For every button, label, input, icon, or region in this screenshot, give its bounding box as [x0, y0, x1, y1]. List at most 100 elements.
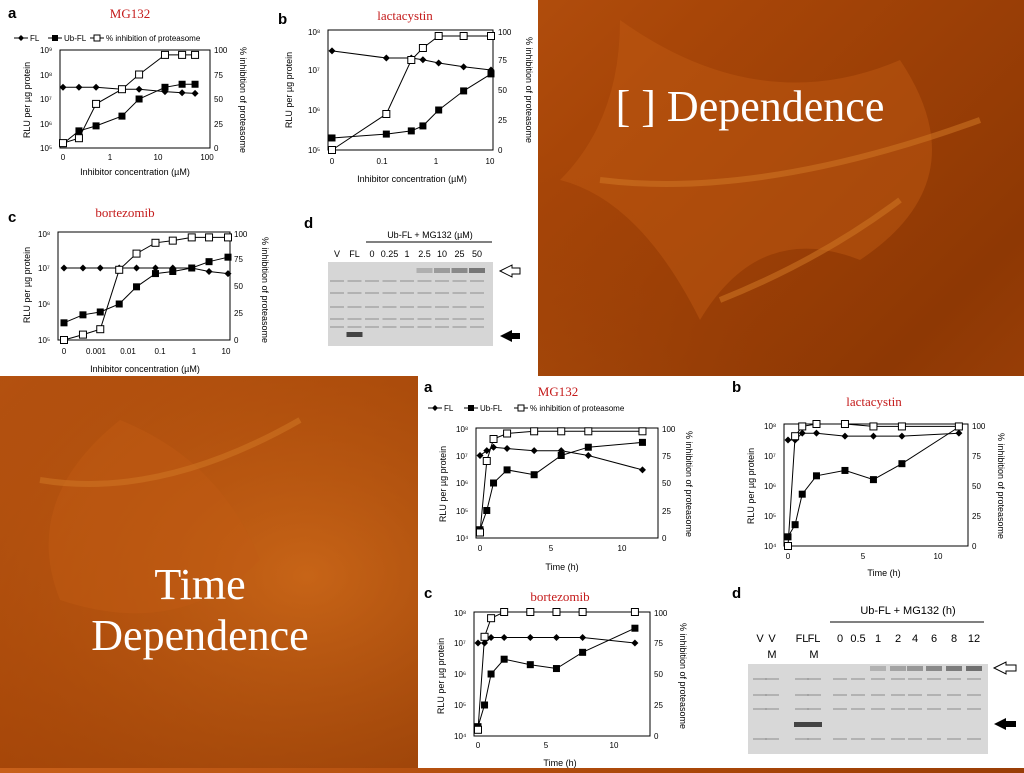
fl-point [784, 436, 792, 444]
ubfl-point [169, 267, 177, 275]
tick: 0.001 [86, 347, 107, 356]
gel-band [947, 708, 961, 710]
inhibition-point [798, 422, 807, 431]
gel-band [417, 326, 432, 328]
gel-band [365, 318, 379, 320]
tick: 10⁸ [38, 230, 50, 239]
gel-band [908, 708, 922, 710]
ubfl-point [530, 471, 538, 479]
fl-point [503, 444, 511, 452]
bottom-panel-a-label: MG132 [538, 384, 578, 399]
gel-band [947, 738, 961, 740]
bottom-a-y2label: % inhibition of proteasome [684, 431, 694, 537]
fl-point [476, 452, 484, 459]
series-line-1 [477, 627, 636, 727]
bottom-panel-d: d Ub-FL + MG132 (h) V V FL FL 0 0.5 1 2 4 6 8 12 M … [732, 585, 1017, 754]
top-a-y2ticks: 0 25 50 75 100 [214, 46, 228, 153]
gel-band [417, 306, 432, 308]
gel-band-fl [806, 722, 822, 727]
gel-band [347, 280, 362, 282]
gel-band [753, 708, 767, 710]
bottom-b-plot [784, 420, 963, 550]
gel-band-ub [946, 666, 962, 671]
inhibition-point [418, 44, 427, 52]
gel-lane-label: 0 [837, 633, 843, 645]
top-panel-c: c bortezomib RLU per µg protein % inhibi… [8, 205, 270, 374]
gel-lane-label: 10 [437, 249, 447, 259]
tick: 10⁶ [764, 482, 776, 491]
bottom-b-frame [783, 423, 969, 547]
gel-band-fl [794, 722, 810, 727]
title-time-dependence: Time Dependence [40, 560, 360, 661]
tick: 10⁶ [40, 120, 52, 129]
gel-band [908, 738, 922, 740]
tick: 25 [214, 120, 223, 129]
dose-figure-svg: a MG132 FL Ub-FL % inhibition of proteas… [8, 5, 534, 374]
gel-band [795, 708, 809, 710]
top-legend: FL Ub-FL % inhibition of proteasome [14, 34, 201, 43]
inhibition-point [526, 608, 535, 616]
fl-point [460, 63, 468, 71]
bottom-b-y2ticks: 0 25 50 75 100 [972, 422, 986, 551]
tick: 10⁷ [454, 639, 466, 648]
ubfl-point [798, 490, 806, 498]
gel-band [765, 694, 779, 696]
bottom-b-y2label: % inhibition of proteasome [996, 433, 1006, 539]
bottom-b-yticks: 10⁴ 10⁵ 10⁶ 10⁷ 10⁸ [764, 422, 777, 551]
tick: 25 [654, 701, 663, 710]
top-c-y2label: % inhibition of proteasome [260, 237, 270, 343]
gel-lane-label: V [334, 249, 340, 259]
fl-point [631, 639, 639, 647]
tick: 50 [498, 86, 507, 95]
gel-band [417, 280, 432, 282]
inhibition-point [92, 99, 101, 108]
inhibition-point [178, 50, 187, 59]
tick: 10 [222, 347, 231, 356]
gel-band [365, 292, 379, 294]
open-arrow-icon [992, 661, 1017, 675]
gel-band-ub [907, 666, 923, 671]
gel-band [765, 738, 779, 740]
inhibition-point [869, 422, 878, 431]
top-a-yticks: 10⁵ 10⁶ 10⁷ 10⁸ 10⁹ [40, 46, 52, 153]
gel-band [330, 292, 344, 294]
gel-band [807, 738, 821, 740]
inhibition-point [578, 608, 587, 616]
gel-band [330, 280, 344, 282]
top-c-yticks: 10⁵ 10⁶ 10⁷ 10⁸ [38, 230, 50, 345]
gel-band [417, 292, 432, 294]
fl-point [487, 634, 495, 642]
gel-band [851, 708, 865, 710]
top-a-xticks: 0 1 10 100 [61, 153, 214, 162]
top-b-yticks: 10⁵ 10⁶ 10⁷ 10⁸ [308, 28, 320, 155]
ubfl-point [898, 460, 906, 468]
top-c-frame [57, 231, 231, 341]
top-a-xlabel: Inhibitor concentration (µM) [80, 167, 190, 177]
gel-sublane-label: M [767, 649, 776, 661]
bottom-c-ylabel: RLU per µg protein [436, 638, 446, 714]
series-line-2 [62, 54, 196, 144]
tick: 10⁷ [40, 95, 52, 104]
gel-lane-label: 8 [951, 633, 957, 645]
series-line-0 [64, 267, 229, 275]
ubfl-point [79, 311, 87, 319]
inhibition-point [476, 528, 484, 537]
tick: 100 [972, 422, 986, 431]
gel-band [753, 694, 767, 696]
top-panel-b-label: lactacystin [377, 8, 433, 23]
ubfl-point [487, 670, 495, 678]
gel-band-ub [870, 666, 886, 671]
gel-lane-label: V [756, 633, 764, 645]
top-a-plot [59, 50, 200, 148]
top-a-frame [59, 49, 211, 149]
ubfl-point [487, 70, 495, 78]
tick: 75 [654, 639, 663, 648]
top-b-xticks: 0 0.1 1 10 [330, 157, 495, 166]
top-gel-lanes: V FL 0 0.25 1 2.5 10 25 50 [334, 249, 482, 259]
inhibition-point [784, 542, 792, 550]
gel-band [365, 306, 379, 308]
fl-point [483, 447, 491, 455]
inhibition-point [60, 336, 68, 344]
inhibition-point [557, 427, 566, 436]
gel-band [330, 326, 344, 328]
